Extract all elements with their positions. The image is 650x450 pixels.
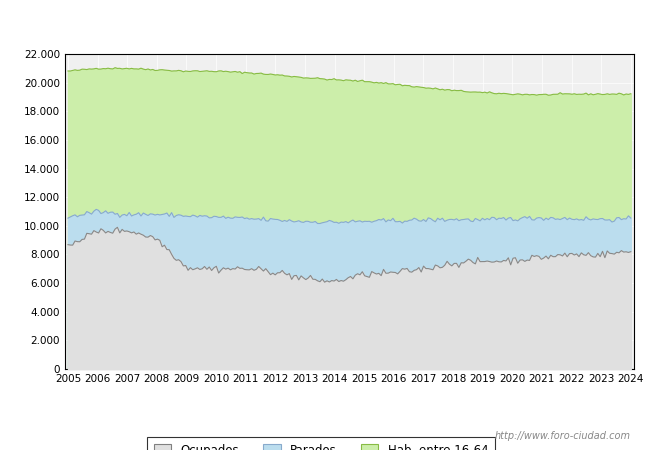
Text: Alaquàs - Evolucion de la poblacion en edad de Trabajar Mayo de 2024: Alaquàs - Evolucion de la poblacion en e… — [79, 16, 571, 31]
Legend: Ocupados, Parados, Hab. entre 16-64: Ocupados, Parados, Hab. entre 16-64 — [146, 437, 495, 450]
Text: http://www.foro-ciudad.com: http://www.foro-ciudad.com — [495, 431, 630, 441]
